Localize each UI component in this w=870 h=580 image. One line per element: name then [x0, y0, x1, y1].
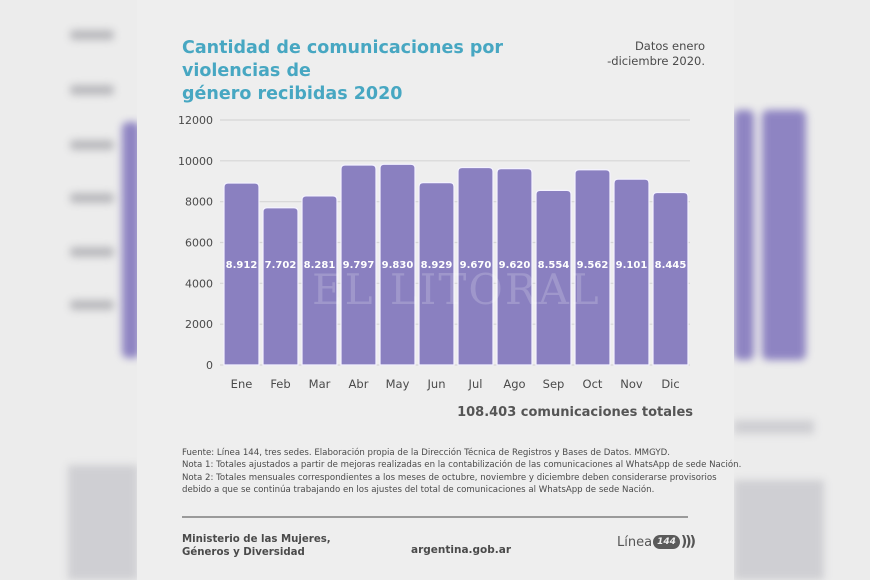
data-label: 8.445 — [655, 260, 687, 271]
data-label: 8.281 — [304, 260, 336, 271]
bg-tick — [70, 140, 114, 150]
note-2: Nota 2: Totales mensuales correspondient… — [182, 472, 717, 483]
bg-block — [734, 480, 824, 580]
infographic-card: Cantidad de comunicaciones por violencia… — [137, 0, 741, 580]
bar-jul — [457, 166, 494, 366]
sound-waves-icon: ))) — [680, 534, 696, 550]
data-label: 9.670 — [460, 260, 492, 271]
bar-may — [379, 163, 416, 366]
bg-tick — [70, 193, 114, 203]
bg-tick — [70, 247, 114, 257]
x-tick-label: Ago — [503, 377, 525, 391]
bar-nov — [613, 178, 650, 366]
bg-bar — [734, 110, 754, 360]
bg-tick — [70, 30, 114, 40]
footnotes: Fuente: Línea 144, tres sedes. Elaboraci… — [182, 447, 742, 496]
bar-ago — [496, 167, 533, 366]
ministry-name: Ministerio de las Mujeres, Géneros y Div… — [182, 534, 331, 559]
bar-abr — [340, 164, 377, 366]
x-tick-label: Abr — [349, 377, 369, 391]
y-tick-label: 2000 — [185, 318, 213, 331]
x-tick-label: Ene — [231, 377, 253, 391]
x-tick-label: Nov — [620, 377, 643, 391]
data-label: 9.101 — [616, 260, 648, 271]
bg-tick — [70, 85, 114, 95]
x-tick-label: Jun — [427, 377, 446, 391]
logo-text: Línea — [617, 534, 653, 550]
data-label: 8.912 — [226, 260, 258, 271]
linea-144-logo: Línea 144 ))) — [617, 534, 696, 550]
data-label: 8.929 — [421, 260, 453, 271]
bars — [223, 163, 689, 366]
note-2-continued: debido a que se continúa trabajando en l… — [182, 484, 655, 495]
data-label: 9.830 — [382, 260, 414, 271]
logo-number-badge: 144 — [653, 535, 680, 549]
bg-bar — [122, 122, 140, 358]
y-tick-label: 12000 — [178, 114, 213, 127]
y-tick-label: 10000 — [178, 155, 213, 168]
x-tick-label: May — [386, 377, 410, 391]
bar-oct — [574, 169, 611, 366]
y-tick-label: 6000 — [185, 237, 213, 250]
ministry-line-2: Géneros y Diversidad — [182, 546, 305, 558]
title-line-1: Cantidad de comunicaciones por violencia… — [182, 38, 504, 81]
bar-sep — [535, 189, 572, 366]
bar-ene — [223, 182, 260, 366]
website-link[interactable]: argentina.gob.ar — [411, 544, 512, 556]
bar-jun — [418, 182, 455, 366]
y-tick-label: 0 — [206, 359, 213, 372]
x-axis-ticks: Ene Feb Mar Abr May Jun Jul Ago Sep Oct Nov Dic — [231, 377, 680, 391]
x-tick-label: Feb — [270, 377, 290, 391]
bar-dic — [652, 191, 689, 366]
data-label: 9.797 — [343, 260, 375, 271]
data-label: 9.562 — [577, 260, 609, 271]
x-tick-label: Dic — [661, 377, 679, 391]
data-label: 8.554 — [538, 260, 570, 271]
date-range: Datos enero -diciembre 2020. — [607, 39, 705, 69]
title-line-2: género recibidas 2020 — [182, 84, 403, 104]
bg-block — [68, 465, 138, 580]
data-labels: 8.912 7.702 8.281 9.797 9.830 8.929 9.670 9.620… — [226, 260, 687, 271]
bar-feb — [262, 207, 299, 366]
total-communications: 108.403 comunicaciones totales — [457, 405, 693, 420]
x-tick-label: Sep — [543, 377, 565, 391]
date-range-line-1: Datos enero — [634, 39, 705, 53]
date-range-line-2: -diciembre 2020. — [607, 54, 705, 68]
ministry-line-1: Ministerio de las Mujeres, — [182, 534, 331, 545]
footer-divider — [182, 516, 688, 518]
note-1: Nota 1: Totales ajustados a partir de me… — [182, 460, 742, 471]
y-tick-label: 8000 — [185, 196, 213, 209]
x-tick-label: Jul — [468, 377, 483, 391]
y-tick-label: 4000 — [185, 277, 213, 290]
bg-block — [734, 420, 814, 434]
bar-mar — [301, 195, 338, 366]
data-label: 7.702 — [265, 260, 297, 271]
chart-title: Cantidad de comunicaciones por violencia… — [182, 37, 602, 106]
x-tick-label: Oct — [583, 377, 603, 391]
data-label: 9.620 — [499, 260, 531, 271]
y-axis-ticks: 0 2000 4000 6000 8000 10000 12000 — [178, 114, 213, 372]
bg-bar — [762, 110, 806, 360]
bg-tick — [70, 300, 114, 310]
source-note: Fuente: Línea 144, tres sedes. Elaboraci… — [182, 448, 670, 458]
x-tick-label: Mar — [309, 377, 331, 391]
